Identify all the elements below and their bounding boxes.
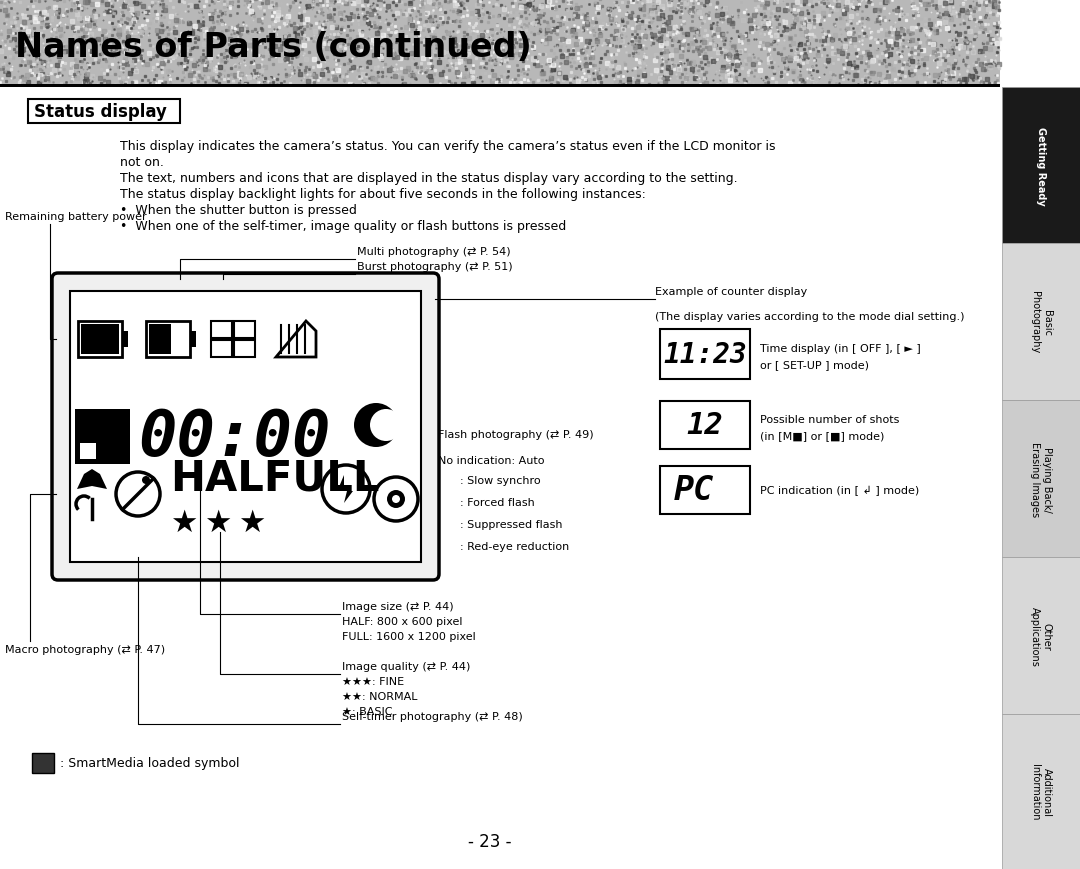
Text: Multi photography (⇄ P. 54): Multi photography (⇄ P. 54) [357,247,511,256]
Bar [28,100,180,124]
Text: 12: 12 [687,411,724,440]
Bar [70,292,421,562]
Text: The text, numbers and icons that are displayed in the status display vary accord: The text, numbers and icons that are dis… [120,172,738,185]
Text: Other
Applications: Other Applications [1030,606,1052,666]
Bar [1002,88,1080,243]
Circle shape [370,409,402,441]
Bar [1002,714,1080,869]
Text: Example of counter display: Example of counter display [654,287,807,296]
Bar [81,325,119,355]
Text: Possible number of shots: Possible number of shots [760,415,900,425]
Bar [78,322,122,357]
Text: Image quality (⇄ P. 44): Image quality (⇄ P. 44) [342,661,471,671]
Text: (The display varies according to the mode dial setting.): (The display varies according to the mod… [654,312,964,322]
Bar [234,322,255,339]
Text: or [ SET-UP ] mode): or [ SET-UP ] mode) [760,360,869,369]
Text: Getting Ready: Getting Ready [1036,127,1047,205]
FancyBboxPatch shape [52,274,438,580]
Text: 11:23: 11:23 [663,341,747,368]
Text: 00:00: 00:00 [138,407,330,468]
Text: : Forced flash: : Forced flash [460,497,535,507]
Text: : Red-eye reduction: : Red-eye reduction [460,541,569,551]
Bar [80,443,96,460]
Circle shape [141,476,150,484]
Text: ★: ★ [204,507,231,537]
Text: Flash photography (⇄ P. 49): Flash photography (⇄ P. 49) [438,429,594,440]
Text: This display indicates the camera’s status. You can verify the camera’s status e: This display indicates the camera’s stat… [120,140,775,153]
Text: : Suppressed flash: : Suppressed flash [460,520,563,529]
Text: : SmartMedia loaded symbol: : SmartMedia loaded symbol [60,757,240,770]
Text: PC: PC [674,474,714,507]
Text: ★: BASIC: ★: BASIC [342,706,392,716]
Bar [122,332,129,348]
Text: FULL: 1600 x 1200 pixel: FULL: 1600 x 1200 pixel [342,631,476,641]
Text: Macro photography (⇄ P. 47): Macro photography (⇄ P. 47) [5,644,165,654]
Text: : Slow synchro: : Slow synchro [460,475,541,486]
Text: •  When one of the self-timer, image quality or flash buttons is pressed: • When one of the self-timer, image qual… [120,220,566,233]
Bar [0,88,1000,869]
Bar [32,753,54,773]
Text: ★★★: FINE: ★★★: FINE [342,676,404,687]
Bar [146,322,190,357]
Text: ★★: NORMAL: ★★: NORMAL [342,691,418,701]
Bar [75,409,130,464]
Bar [1002,401,1080,557]
Text: Additional
Information: Additional Information [1030,763,1052,819]
Text: Burst photography (⇄ P. 51): Burst photography (⇄ P. 51) [357,262,513,272]
Text: HALFULL: HALFULL [170,457,379,500]
Bar [1002,243,1080,401]
Bar [190,332,195,348]
Circle shape [392,495,400,503]
Text: Basic
Photography: Basic Photography [1030,291,1052,353]
Text: Remaining battery power: Remaining battery power [5,212,147,222]
Text: •  When the shutter button is pressed: • When the shutter button is pressed [120,203,356,216]
Bar [660,329,750,380]
Bar [0,85,1000,88]
Bar [660,401,750,449]
Bar [211,341,232,357]
Text: ★: ★ [238,507,266,537]
Text: The status display backlight lights for about five seconds in the following inst: The status display backlight lights for … [120,188,646,201]
Text: PC indication (in [ ↲ ] mode): PC indication (in [ ↲ ] mode) [760,486,919,495]
Polygon shape [77,469,107,489]
Text: Time display (in [ OFF ], [ ► ]: Time display (in [ OFF ], [ ► ] [760,343,921,354]
Text: Playing Back/
Erasing Images: Playing Back/ Erasing Images [1030,441,1052,516]
Text: HALF: 800 x 600 pixel: HALF: 800 x 600 pixel [342,616,462,627]
Text: Names of Parts (continued): Names of Parts (continued) [15,31,531,64]
Bar [149,325,171,355]
Circle shape [354,403,399,448]
Bar [211,322,232,339]
Text: - 23 -: - 23 - [469,832,512,850]
Bar [660,467,750,514]
Polygon shape [339,475,353,503]
Text: Image size (⇄ P. 44): Image size (⇄ P. 44) [342,601,454,611]
Bar [0,0,1000,85]
Bar [1002,557,1080,714]
Text: (in [M■] or [■] mode): (in [M■] or [■] mode) [760,430,885,441]
Text: ★: ★ [170,507,198,537]
Bar [234,341,255,357]
Text: Status display: Status display [33,103,167,121]
Text: No indication: Auto: No indication: Auto [438,455,544,466]
Text: not on.: not on. [120,156,164,169]
Text: Self-timer photography (⇄ P. 48): Self-timer photography (⇄ P. 48) [342,711,523,721]
Circle shape [387,490,405,508]
